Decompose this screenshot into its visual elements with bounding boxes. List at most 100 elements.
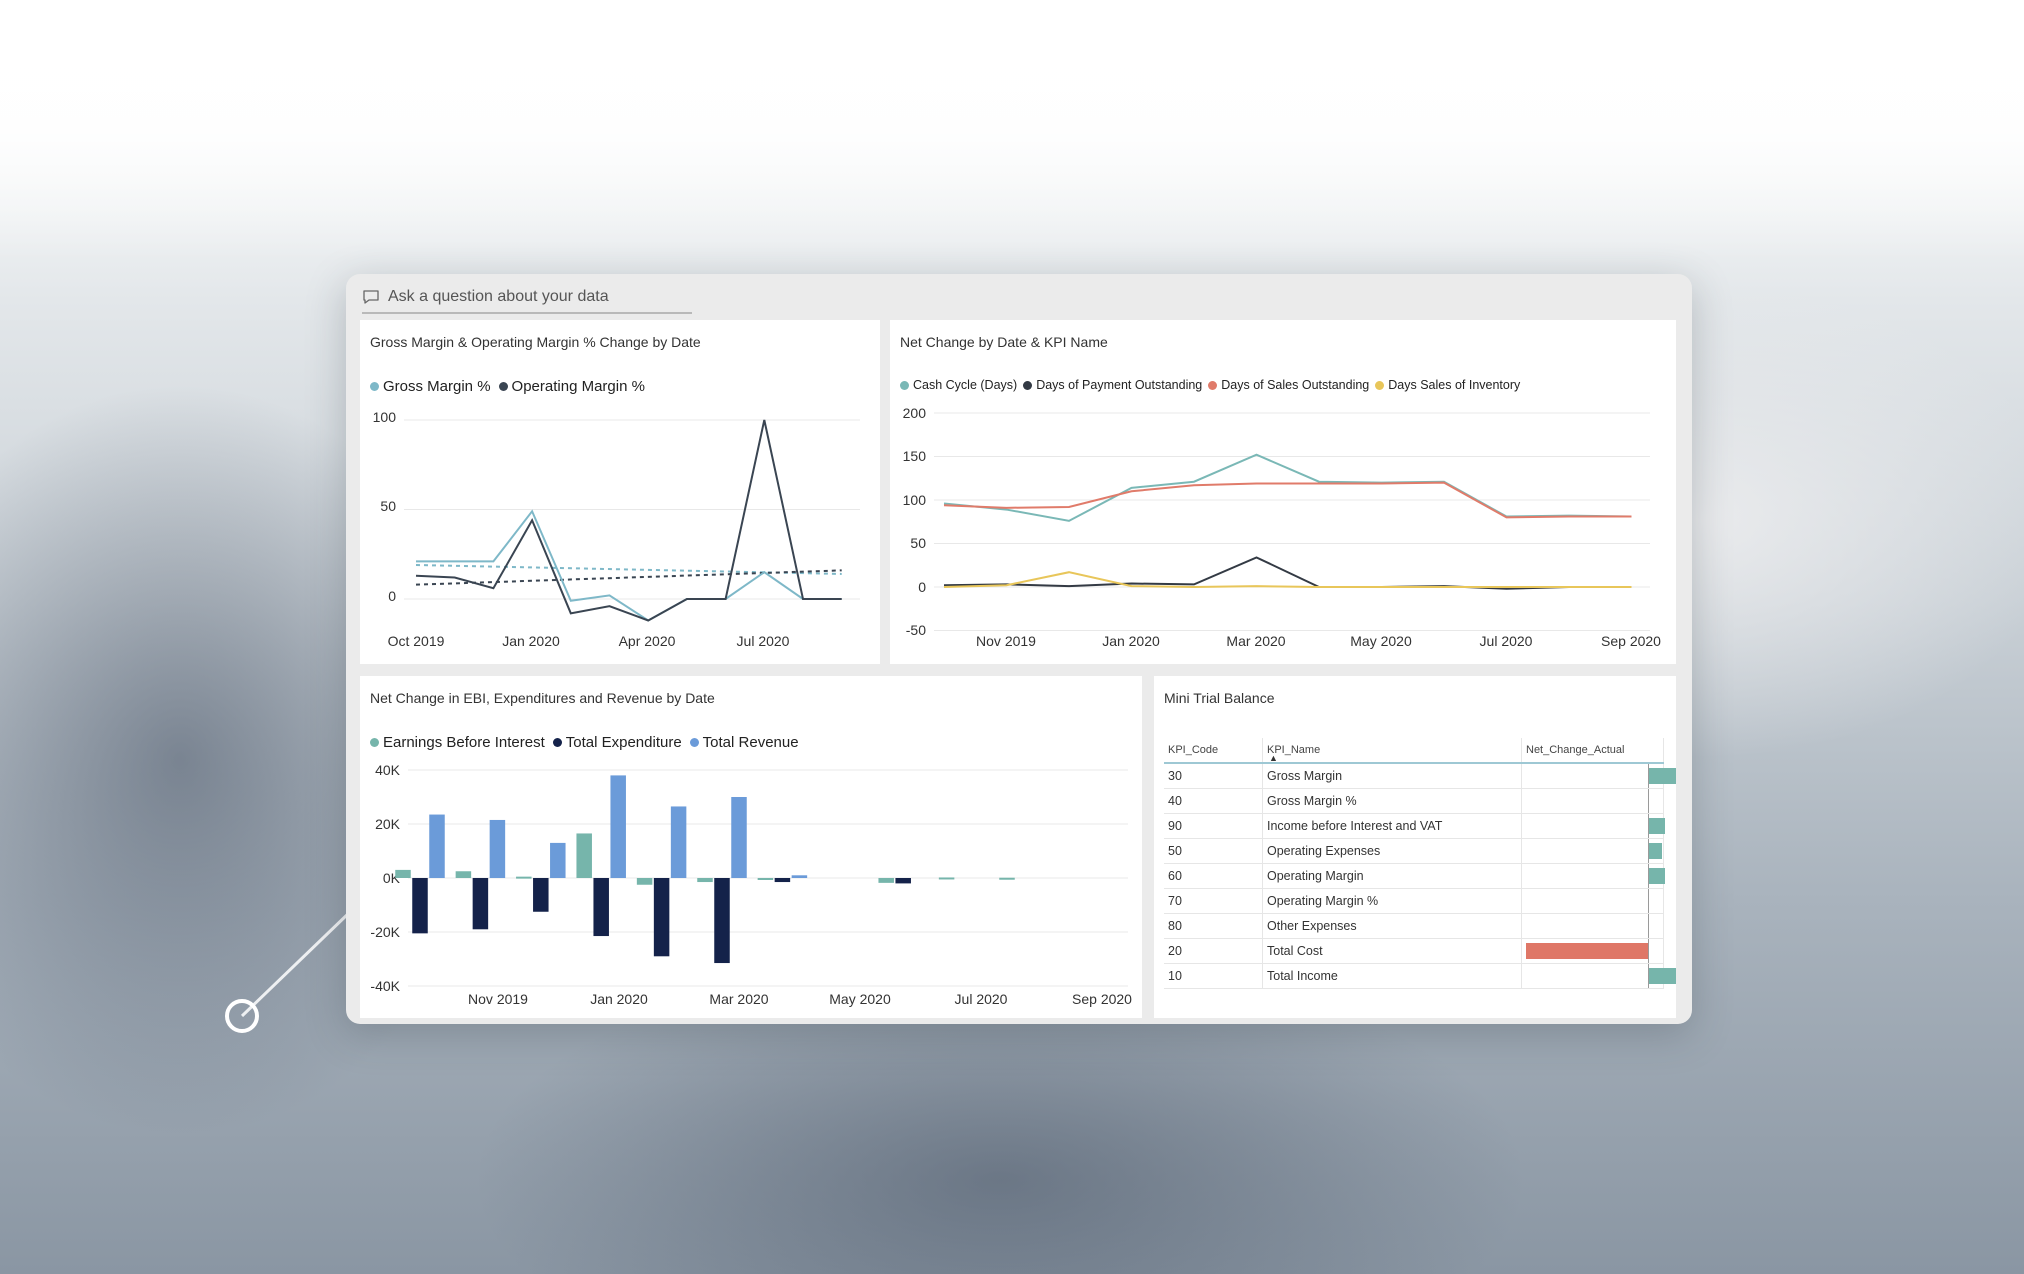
bar[interactable] (757, 878, 774, 880)
bar[interactable] (774, 878, 791, 883)
legend-item-gross-margin[interactable]: Gross Margin % (370, 378, 491, 395)
table-row[interactable]: 10 Total Income (1164, 963, 1676, 989)
bar[interactable] (895, 878, 911, 884)
x-tick-label: Jan 2020 (1102, 633, 1160, 649)
table-row[interactable]: 90 Income before Interest and VAT (1164, 813, 1665, 839)
qa-search-box[interactable]: Ask a question about your data (362, 282, 692, 314)
bar[interactable] (516, 876, 532, 879)
y-tick-label: 200 (903, 405, 927, 421)
cell-kpi-code: 40 (1164, 788, 1263, 814)
cell-kpi-code: 80 (1164, 913, 1263, 939)
cell-net-change-bar (1521, 838, 1664, 864)
y-tick-label: -50 (906, 622, 926, 638)
cell-net-change-bar (1521, 813, 1665, 839)
x-tick-label: Sep 2020 (1072, 991, 1132, 1007)
net-change-bar[interactable] (1649, 768, 1676, 784)
bar[interactable] (593, 878, 609, 937)
cell-kpi-code: 30 (1164, 763, 1263, 789)
bar[interactable] (412, 878, 428, 934)
bar[interactable] (472, 878, 489, 930)
legend-marker (900, 380, 909, 390)
y-tick-label: 0 (918, 579, 926, 595)
net-change-bar[interactable] (1649, 818, 1665, 834)
net-change-bar-track (1522, 964, 1676, 988)
legend-item-operating-margin[interactable]: Operating Margin % (498, 378, 645, 395)
bar[interactable] (610, 775, 626, 878)
series-line[interactable] (943, 453, 1632, 522)
legend-item-days-sales-inventory[interactable]: Days Sales of Inventory (1375, 378, 1520, 392)
bar[interactable] (429, 814, 445, 878)
net-change-bar[interactable] (1649, 868, 1665, 884)
y-tick-label: 20K (375, 816, 401, 832)
legend-item-cash-cycle[interactable]: Cash Cycle (Days) (900, 378, 1017, 392)
table-row[interactable]: 70 Operating Margin % (1164, 888, 1664, 914)
bar[interactable] (489, 819, 506, 878)
bar[interactable] (999, 877, 1015, 880)
column-header-kpi-code[interactable]: KPI_Code (1164, 738, 1263, 764)
net-change-bar[interactable] (1649, 843, 1663, 859)
y-tick-label: 100 (373, 409, 397, 425)
x-tick-label: Apr 2020 (619, 633, 676, 649)
bar[interactable] (731, 797, 747, 878)
table-row[interactable]: 60 Operating Margin (1164, 863, 1665, 889)
bar[interactable] (714, 878, 730, 964)
bar[interactable] (636, 878, 653, 885)
kpi-net-change-chart[interactable]: Net Change by Date & KPI Name Cash Cycle… (890, 320, 1676, 664)
sort-ascending-icon: ▲ (1269, 753, 1278, 763)
bar[interactable] (576, 833, 592, 878)
cell-kpi-code: 90 (1164, 813, 1263, 839)
net-change-bar[interactable] (1649, 968, 1676, 984)
bar[interactable] (878, 878, 894, 883)
legend-item-days-sales-outstanding[interactable]: Days of Sales Outstanding (1208, 378, 1369, 392)
chart-title: Net Change by Date & KPI Name (900, 334, 1108, 350)
cell-net-change-bar (1521, 913, 1664, 939)
table-row[interactable]: 80 Other Expenses (1164, 913, 1664, 939)
table-row[interactable]: 50 Operating Expenses (1164, 838, 1664, 864)
y-tick-label: 150 (903, 448, 927, 464)
zero-axis (1648, 814, 1649, 838)
bar[interactable] (653, 878, 670, 957)
cell-net-change-bar (1521, 788, 1664, 814)
bar[interactable] (395, 869, 411, 878)
bar[interactable] (938, 877, 955, 880)
cell-net-change-bar (1521, 863, 1665, 889)
chart-legend: Cash Cycle (Days) Days of Payment Outsta… (900, 378, 1520, 392)
legend-item-total-expenditure[interactable]: Total Expenditure (552, 734, 682, 751)
legend-marker (1023, 380, 1033, 390)
mini-trial-balance-table[interactable]: Mini Trial Balance KPI_Code KPI_Name ▲ Ne… (1154, 676, 1676, 1018)
cell-net-change-bar (1521, 938, 1664, 964)
qa-placeholder[interactable]: Ask a question about your data (388, 288, 609, 305)
table-row[interactable]: 30 Gross Margin (1164, 763, 1676, 789)
bar[interactable] (670, 806, 687, 878)
table-row[interactable]: 20 Total Cost (1164, 938, 1664, 964)
bar[interactable] (533, 878, 549, 912)
bar[interactable] (550, 842, 566, 878)
legend-item-days-payment-outstanding[interactable]: Days of Payment Outstanding (1023, 378, 1202, 392)
speech-bubble-icon (363, 290, 379, 304)
gross-operating-margin-chart[interactable]: Gross Margin & Operating Margin % Change… (360, 320, 880, 664)
bar[interactable] (455, 871, 472, 878)
net-change-bar[interactable] (1526, 943, 1648, 959)
net-change-bar-track (1522, 764, 1676, 788)
dashboard-panel: Ask a question about your data Gross Mar… (346, 274, 1692, 1024)
series-line[interactable] (943, 481, 1632, 519)
legend-marker (370, 382, 379, 391)
y-tick-label: 50 (910, 535, 926, 551)
bar[interactable] (791, 875, 808, 878)
y-tick-label: -20K (370, 924, 400, 940)
bar[interactable] (697, 878, 713, 883)
table-row[interactable]: 40 Gross Margin % (1164, 788, 1664, 814)
series-line[interactable] (943, 556, 1632, 590)
column-header-net-change[interactable]: Net_Change_Actual (1521, 738, 1664, 764)
legend-marker (1208, 380, 1218, 390)
series-line[interactable] (416, 509, 842, 622)
y-tick-label: -40K (370, 978, 400, 994)
series-line[interactable] (943, 571, 1632, 589)
zero-axis (1648, 839, 1649, 863)
legend-item-total-revenue[interactable]: Total Revenue (689, 734, 799, 751)
legend-item-ebi[interactable]: Earnings Before Interest (370, 734, 545, 751)
ebi-expenditure-revenue-chart[interactable]: Net Change in EBI, Expenditures and Reve… (360, 676, 1142, 1018)
cell-kpi-name: Other Expenses (1262, 913, 1522, 939)
series-line[interactable] (415, 419, 842, 622)
column-header-kpi-name[interactable]: KPI_Name ▲ (1262, 738, 1522, 764)
